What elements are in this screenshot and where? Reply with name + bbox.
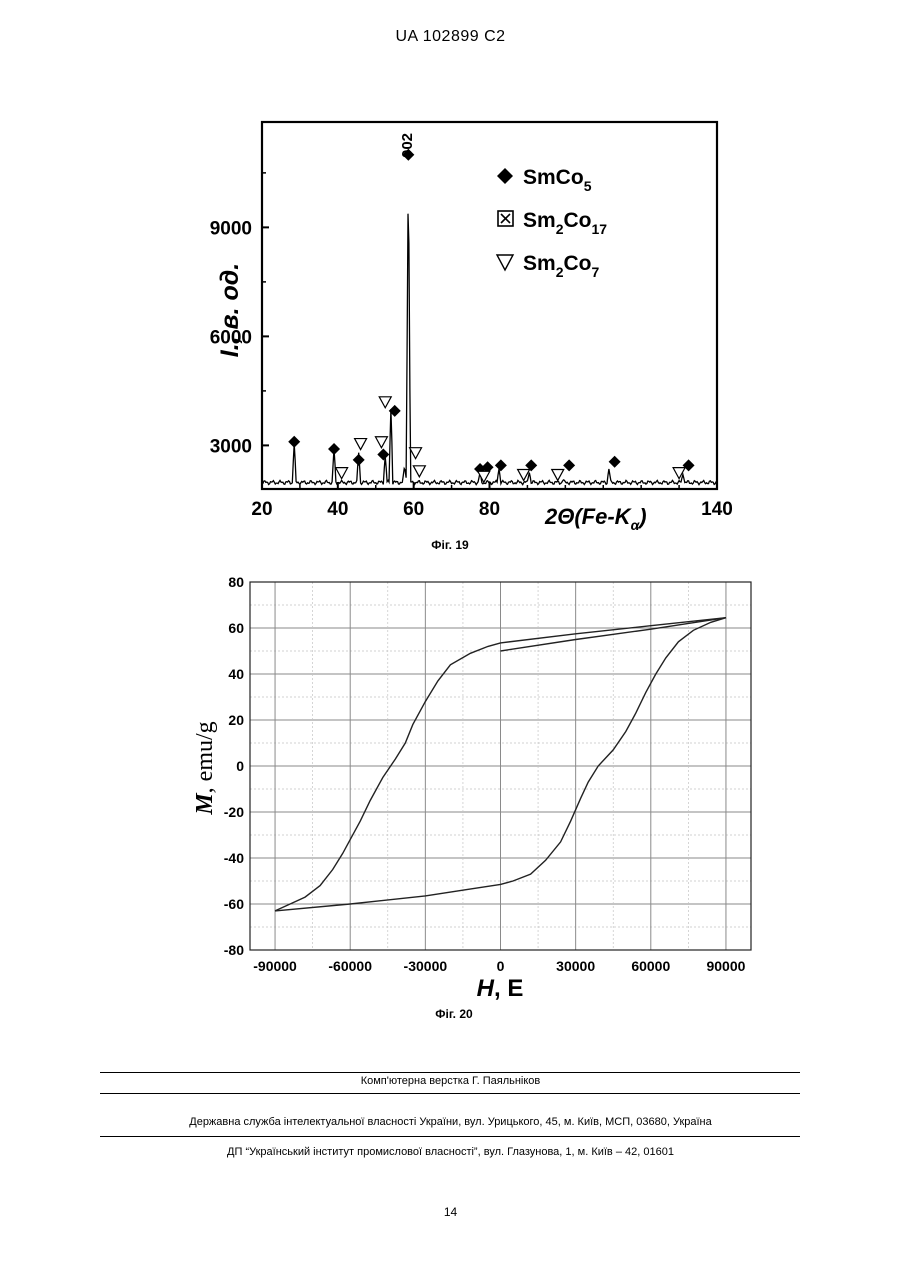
hysteresis-y-axis-label: M, emu/g [192, 721, 218, 815]
xrd-x-axis-label-close: ) [637, 504, 646, 529]
smco5-diamond-marker [328, 443, 340, 455]
sm2co7-triangle-marker [552, 469, 564, 480]
sm2co7-triangle-marker [375, 437, 387, 448]
smco5-diamond-marker [377, 448, 389, 460]
svg-text:Sm2Co17: Sm2Co17 [523, 209, 607, 237]
legend-text-mid: Co [563, 209, 591, 232]
xrd-x-tick-label: 140 [701, 499, 733, 520]
legend-text-mid: Co [563, 252, 591, 275]
hysteresis-chart: 80 60 40 20 0 -20 -40 -60 -80 -90000 -60000 -30000… [180, 568, 780, 1008]
xrd-y-tick-label: 9000 [210, 218, 252, 239]
sm2co7-triangle-marker [355, 439, 367, 450]
legend-entry-sm2co17: Sm2Co17 [498, 209, 607, 237]
legend-text-base: Sm [523, 209, 556, 232]
svg-text:SmCo5: SmCo5 [523, 166, 592, 194]
legend-entry-sm2co7: Sm2Co7 [497, 252, 599, 280]
xrd-x-tick-label: 40 [327, 499, 348, 520]
page-number: 14 [0, 1205, 901, 1219]
figure-20-caption: Фіг. 20 [394, 1007, 514, 1021]
xrd-x-tick-label: 60 [403, 499, 424, 520]
xrd-legend: SmCo5 Sm2Co17 Sm2Co7 [497, 166, 607, 280]
footer-rule-1 [100, 1072, 800, 1073]
diamond-icon [497, 168, 513, 184]
smco5-diamond-marker [353, 454, 365, 466]
hysteresis-y-tick-label: -80 [224, 942, 244, 958]
triangle-down-icon [497, 255, 513, 270]
hysteresis-y-tick-label: 40 [228, 666, 244, 682]
xrd-x-axis-label: 2Θ(Fe-Kα) [544, 504, 647, 533]
hysteresis-x-tick-label: 90000 [706, 958, 745, 974]
figure-19-caption: Фіг. 19 [390, 538, 510, 552]
hysteresis-y-unit: , emu/g [192, 721, 218, 793]
xrd-y-tick-label: 3000 [210, 436, 252, 457]
sm2co7-triangle-marker [379, 397, 391, 408]
xrd-peak-label-002: 002 [399, 133, 416, 158]
smco5-diamond-marker [288, 436, 300, 448]
hysteresis-y-tick-label: 80 [228, 574, 244, 590]
legend-text-base: Sm [523, 252, 556, 275]
smco5-diamond-marker [495, 459, 507, 471]
hysteresis-y-var: M [192, 792, 218, 816]
hysteresis-x-tick-label: 0 [497, 958, 505, 974]
hysteresis-x-tick-label: -30000 [404, 958, 448, 974]
legend-entry-smco5: SmCo5 [497, 166, 592, 194]
footer-layout-credit: Комп'ютерна верстка Г. Паяльніков [0, 1075, 901, 1087]
xrd-chart: 300060009000 20406080140 I., в. од. 002 … [190, 110, 770, 540]
hysteresis-x-unit: , E [494, 975, 523, 1002]
smco5-diamond-marker [563, 459, 575, 471]
hysteresis-y-tick-label: 20 [228, 712, 244, 728]
footer-rule-2 [100, 1093, 800, 1094]
xrd-plot-frame [262, 122, 717, 489]
svg-text:Sm2Co7: Sm2Co7 [523, 252, 599, 280]
legend-text-base: SmCo [523, 166, 584, 189]
hysteresis-y-tick-label: -60 [224, 896, 244, 912]
xrd-trace [262, 214, 717, 485]
xrd-x-tick-label: 80 [479, 499, 500, 520]
hysteresis-x-tick-label: -60000 [328, 958, 372, 974]
document-header: UA 102899 C2 [0, 28, 901, 46]
legend-text-sub: 2 [556, 221, 564, 237]
legend-text-sub: 5 [584, 178, 592, 194]
sm2co7-triangle-marker [336, 468, 348, 479]
hysteresis-x-tick-label: -90000 [253, 958, 297, 974]
legend-text-sub: 2 [556, 264, 564, 280]
sm2co7-triangle-marker [413, 466, 425, 477]
legend-text-sub2: 7 [591, 264, 599, 280]
hysteresis-y-tick-label: 0 [236, 758, 244, 774]
footer-rule-3 [100, 1136, 800, 1137]
hysteresis-x-tick-label: 30000 [556, 958, 595, 974]
hysteresis-x-var: H [477, 975, 495, 1002]
hysteresis-x-tick-label: 60000 [631, 958, 670, 974]
footer-publisher-address: Державна служба інтелектуальної власност… [0, 1116, 901, 1128]
xrd-y-axis-label: I., в. од. [216, 263, 244, 357]
hysteresis-y-tick-label: 60 [228, 620, 244, 636]
hysteresis-y-tick-label: -40 [224, 850, 244, 866]
xrd-x-axis-label-main: 2Θ(Fe-K [544, 504, 633, 529]
hysteresis-y-tick-label: -20 [224, 804, 244, 820]
sm2co7-triangle-marker [410, 448, 422, 459]
legend-text-sub2: 17 [591, 221, 607, 237]
xrd-x-tick-label: 20 [251, 499, 272, 520]
boxed-x-icon [498, 211, 513, 226]
footer-printer-address: ДП “Український інститут промислової вла… [0, 1146, 901, 1158]
hysteresis-x-axis-label: H, E [477, 975, 524, 1002]
smco5-diamond-marker [609, 456, 621, 468]
